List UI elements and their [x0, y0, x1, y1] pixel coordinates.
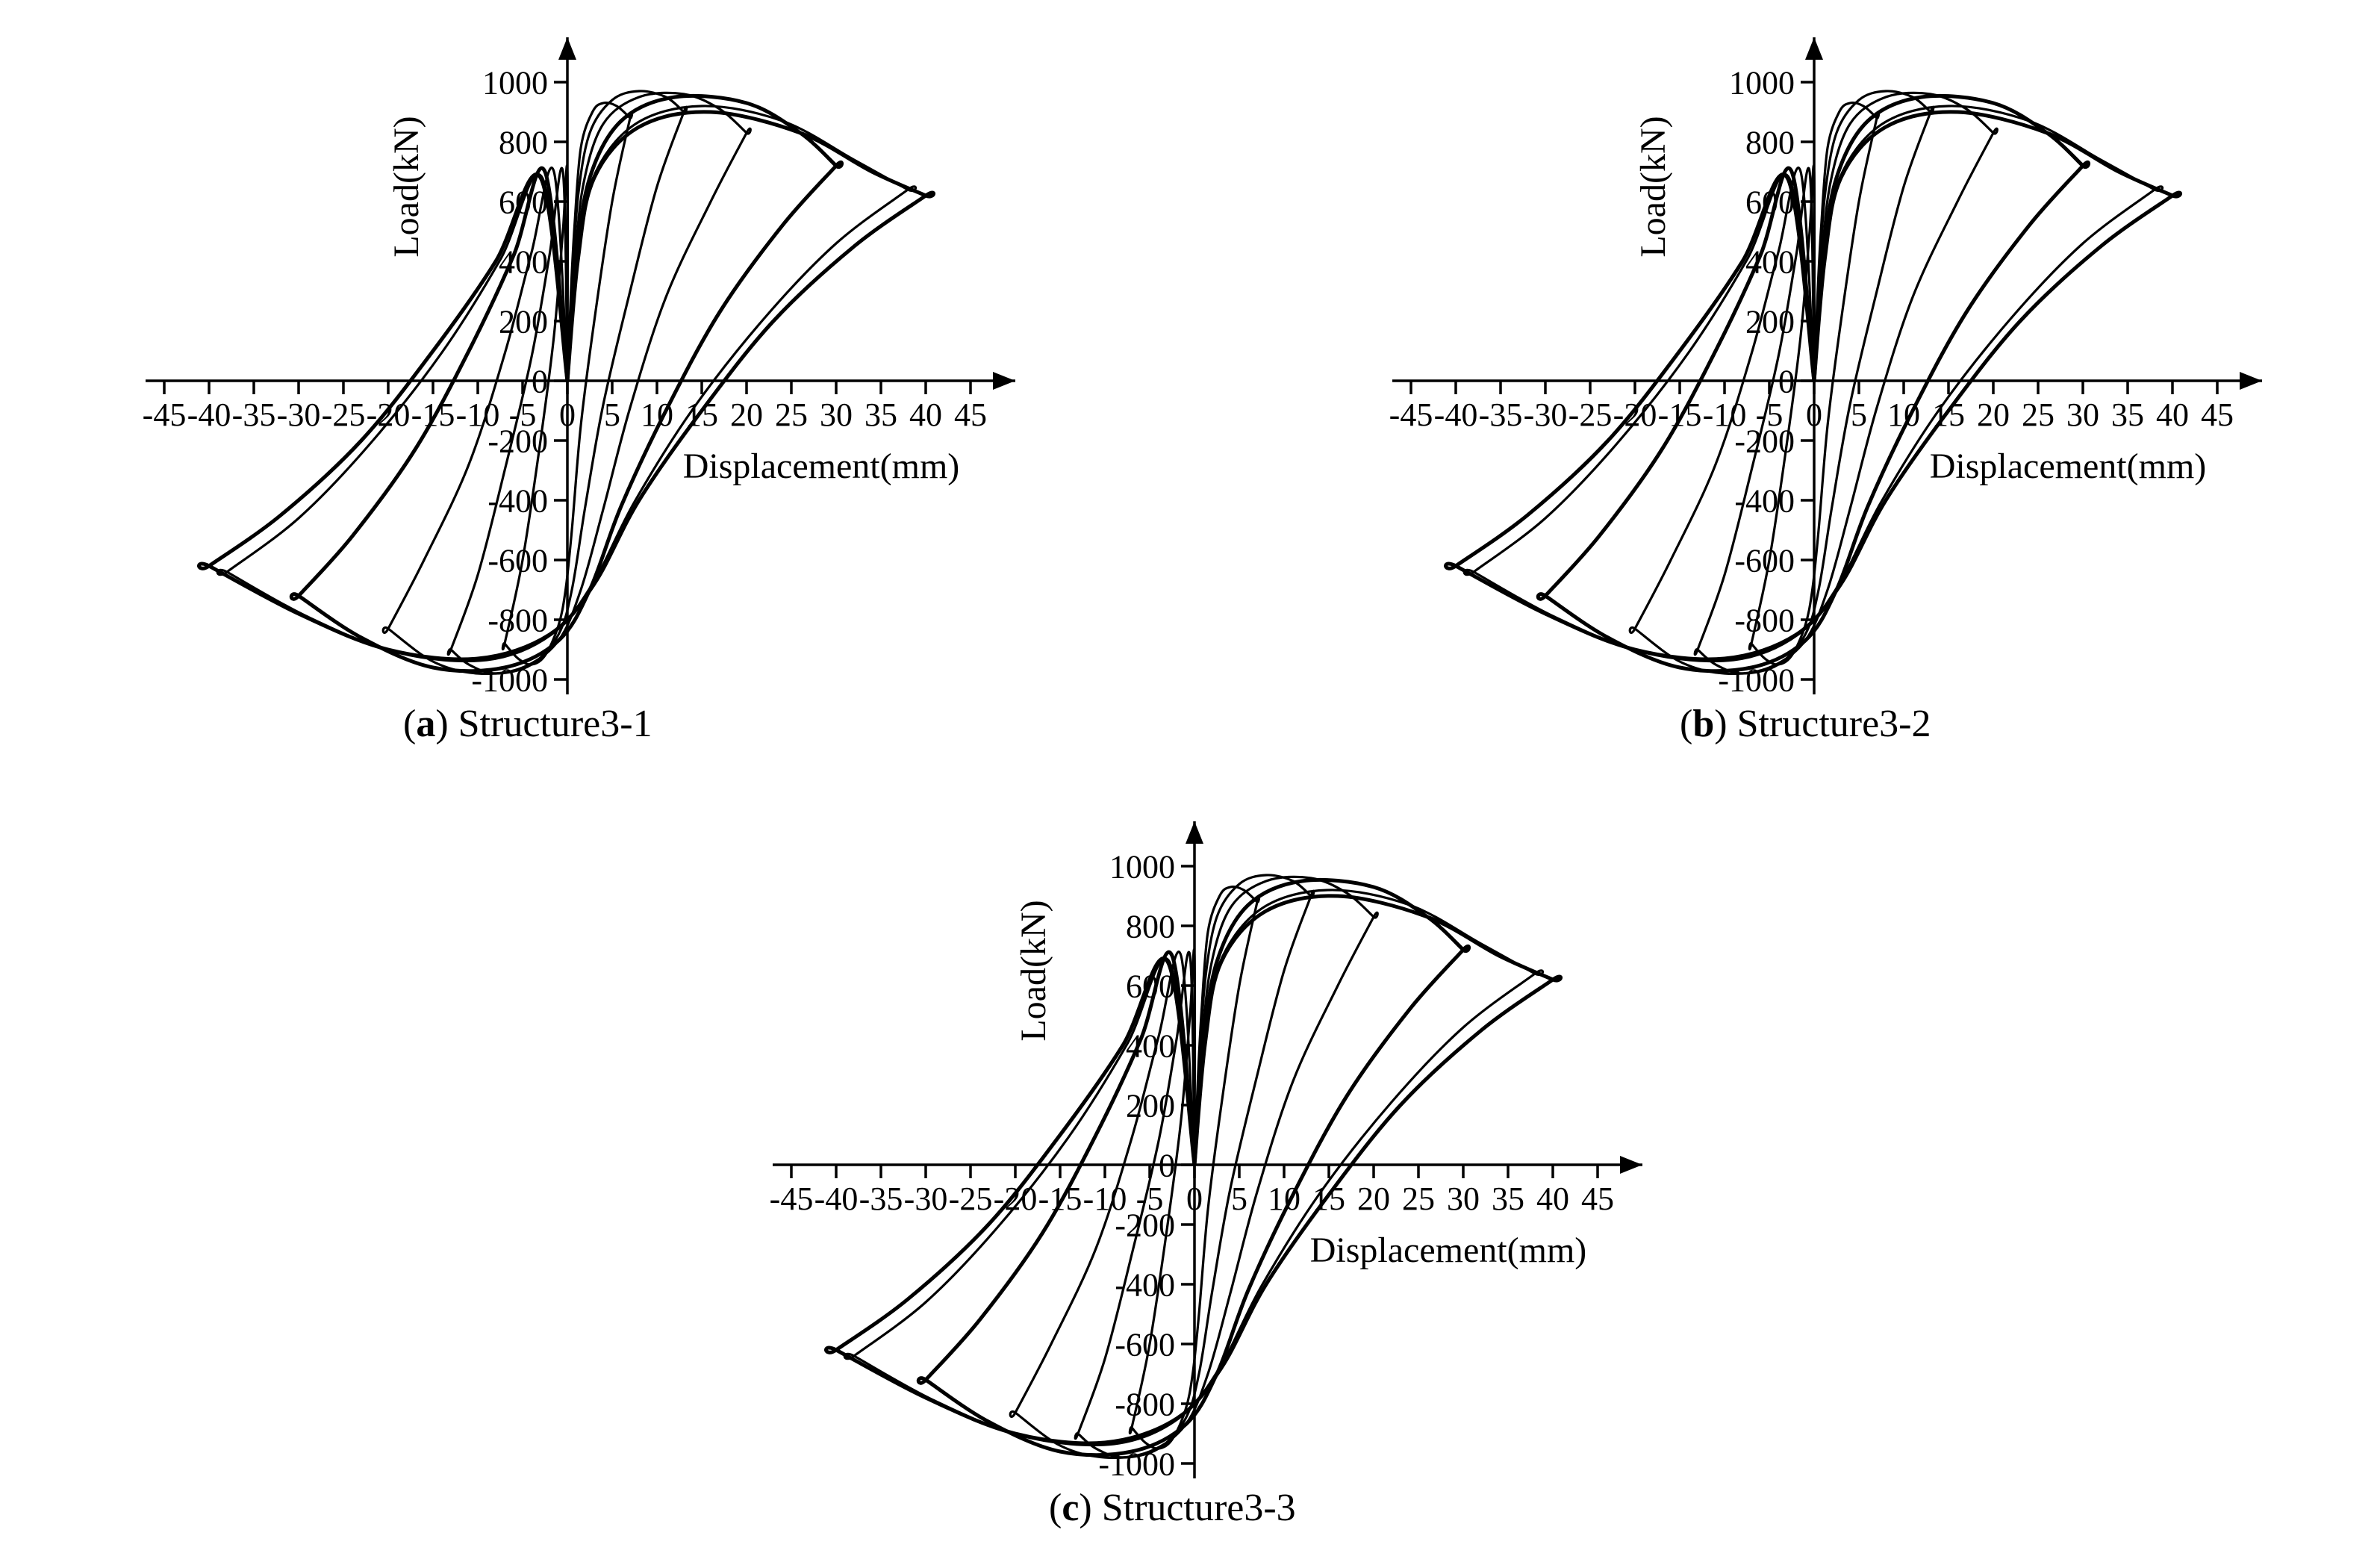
svg-text:-800: -800	[487, 602, 548, 638]
svg-text:Load(kN): Load(kN)	[1014, 900, 1053, 1041]
svg-text:0: 0	[1159, 1147, 1175, 1183]
svg-text:25: 25	[1402, 1180, 1435, 1217]
svg-text:800: 800	[1745, 124, 1795, 161]
svg-text:-45: -45	[143, 396, 187, 433]
svg-text:30: 30	[820, 396, 853, 433]
svg-text:-45: -45	[770, 1180, 814, 1217]
svg-text:35: 35	[2111, 396, 2144, 433]
svg-text:-30: -30	[277, 396, 321, 433]
svg-text:20: 20	[730, 396, 763, 433]
svg-text:25: 25	[775, 396, 808, 433]
svg-text:-30: -30	[1524, 396, 1568, 433]
svg-text:0: 0	[532, 363, 548, 399]
svg-text:-25: -25	[949, 1180, 993, 1217]
svg-text:40: 40	[1536, 1180, 1569, 1217]
caption-a-text: Structure3-1	[458, 703, 652, 745]
svg-text:45: 45	[1581, 1180, 1614, 1217]
svg-text:45: 45	[2201, 396, 2234, 433]
panel-a: -45-40-35-30-25-20-15-10-505101520253035…	[45, 22, 1090, 694]
panel-b: -45-40-35-30-25-20-15-10-505101520253035…	[1292, 22, 2337, 694]
caption-c: (c) Structure3-3	[1049, 1486, 1296, 1530]
svg-text:800: 800	[1126, 908, 1175, 945]
svg-text:-600: -600	[487, 542, 548, 579]
svg-text:45: 45	[954, 396, 987, 433]
svg-text:40: 40	[909, 396, 942, 433]
svg-text:-40: -40	[187, 396, 231, 433]
svg-text:Displacement(mm): Displacement(mm)	[1930, 447, 2207, 486]
svg-text:800: 800	[499, 124, 548, 161]
svg-text:35: 35	[1492, 1180, 1524, 1217]
svg-text:25: 25	[2022, 396, 2055, 433]
svg-text:Load(kN): Load(kN)	[387, 116, 426, 257]
svg-text:-35: -35	[859, 1180, 903, 1217]
page-root: -45-40-35-30-25-20-15-10-505101520253035…	[0, 0, 2380, 1568]
panel-c: -45-40-35-30-25-20-15-10-505101520253035…	[672, 806, 1717, 1478]
svg-text:20: 20	[1977, 396, 2010, 433]
svg-text:-600: -600	[1734, 542, 1795, 579]
svg-text:0: 0	[1806, 396, 1822, 433]
svg-text:30: 30	[1447, 1180, 1480, 1217]
svg-text:-800: -800	[1115, 1386, 1175, 1422]
caption-b: (b) Structure3-2	[1680, 702, 1931, 746]
svg-text:-25: -25	[1569, 396, 1613, 433]
caption-b-letter: b	[1692, 703, 1714, 745]
svg-text:35: 35	[865, 396, 897, 433]
caption-a: (a) Structure3-1	[403, 702, 652, 746]
svg-text:Displacement(mm): Displacement(mm)	[1310, 1231, 1587, 1270]
svg-text:-40: -40	[814, 1180, 859, 1217]
svg-text:30: 30	[2066, 396, 2099, 433]
svg-text:-35: -35	[232, 396, 276, 433]
svg-text:40: 40	[2156, 396, 2189, 433]
caption-c-text: Structure3-3	[1102, 1487, 1296, 1529]
svg-text:Displacement(mm): Displacement(mm)	[683, 447, 960, 486]
svg-text:0: 0	[1778, 363, 1795, 399]
svg-text:0: 0	[559, 396, 576, 433]
svg-text:-30: -30	[904, 1180, 948, 1217]
svg-text:-40: -40	[1434, 396, 1478, 433]
svg-text:-15: -15	[1038, 1180, 1082, 1217]
svg-text:-25: -25	[322, 396, 366, 433]
svg-text:1000: 1000	[1109, 848, 1175, 885]
svg-text:-600: -600	[1115, 1326, 1175, 1363]
svg-text:0: 0	[1186, 1180, 1203, 1217]
svg-text:20: 20	[1357, 1180, 1390, 1217]
svg-text:5: 5	[1851, 396, 1867, 433]
svg-text:-15: -15	[1658, 396, 1702, 433]
caption-c-letter: c	[1062, 1487, 1079, 1529]
svg-text:-35: -35	[1479, 396, 1523, 433]
caption-b-text: Structure3-2	[1737, 703, 1931, 745]
svg-text:-15: -15	[411, 396, 455, 433]
caption-a-letter: a	[416, 703, 435, 745]
svg-text:-800: -800	[1734, 602, 1795, 638]
svg-text:-45: -45	[1389, 396, 1433, 433]
svg-text:5: 5	[604, 396, 620, 433]
svg-text:5: 5	[1231, 1180, 1247, 1217]
svg-text:Load(kN): Load(kN)	[1633, 116, 1673, 257]
svg-text:1000: 1000	[482, 64, 548, 101]
svg-text:1000: 1000	[1729, 64, 1795, 101]
